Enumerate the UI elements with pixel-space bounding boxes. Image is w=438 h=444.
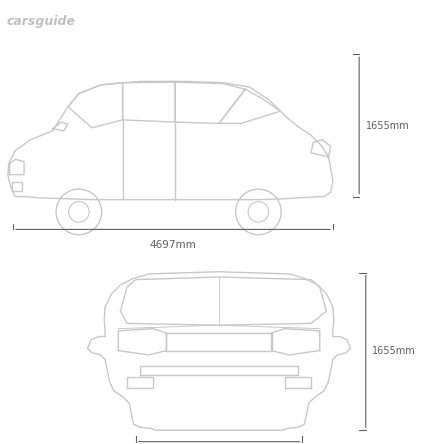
Text: 1655mm: 1655mm [366,122,410,131]
Text: carsguide: carsguide [7,15,76,28]
Text: 1655mm: 1655mm [372,345,416,356]
Text: 4697mm: 4697mm [150,240,196,250]
